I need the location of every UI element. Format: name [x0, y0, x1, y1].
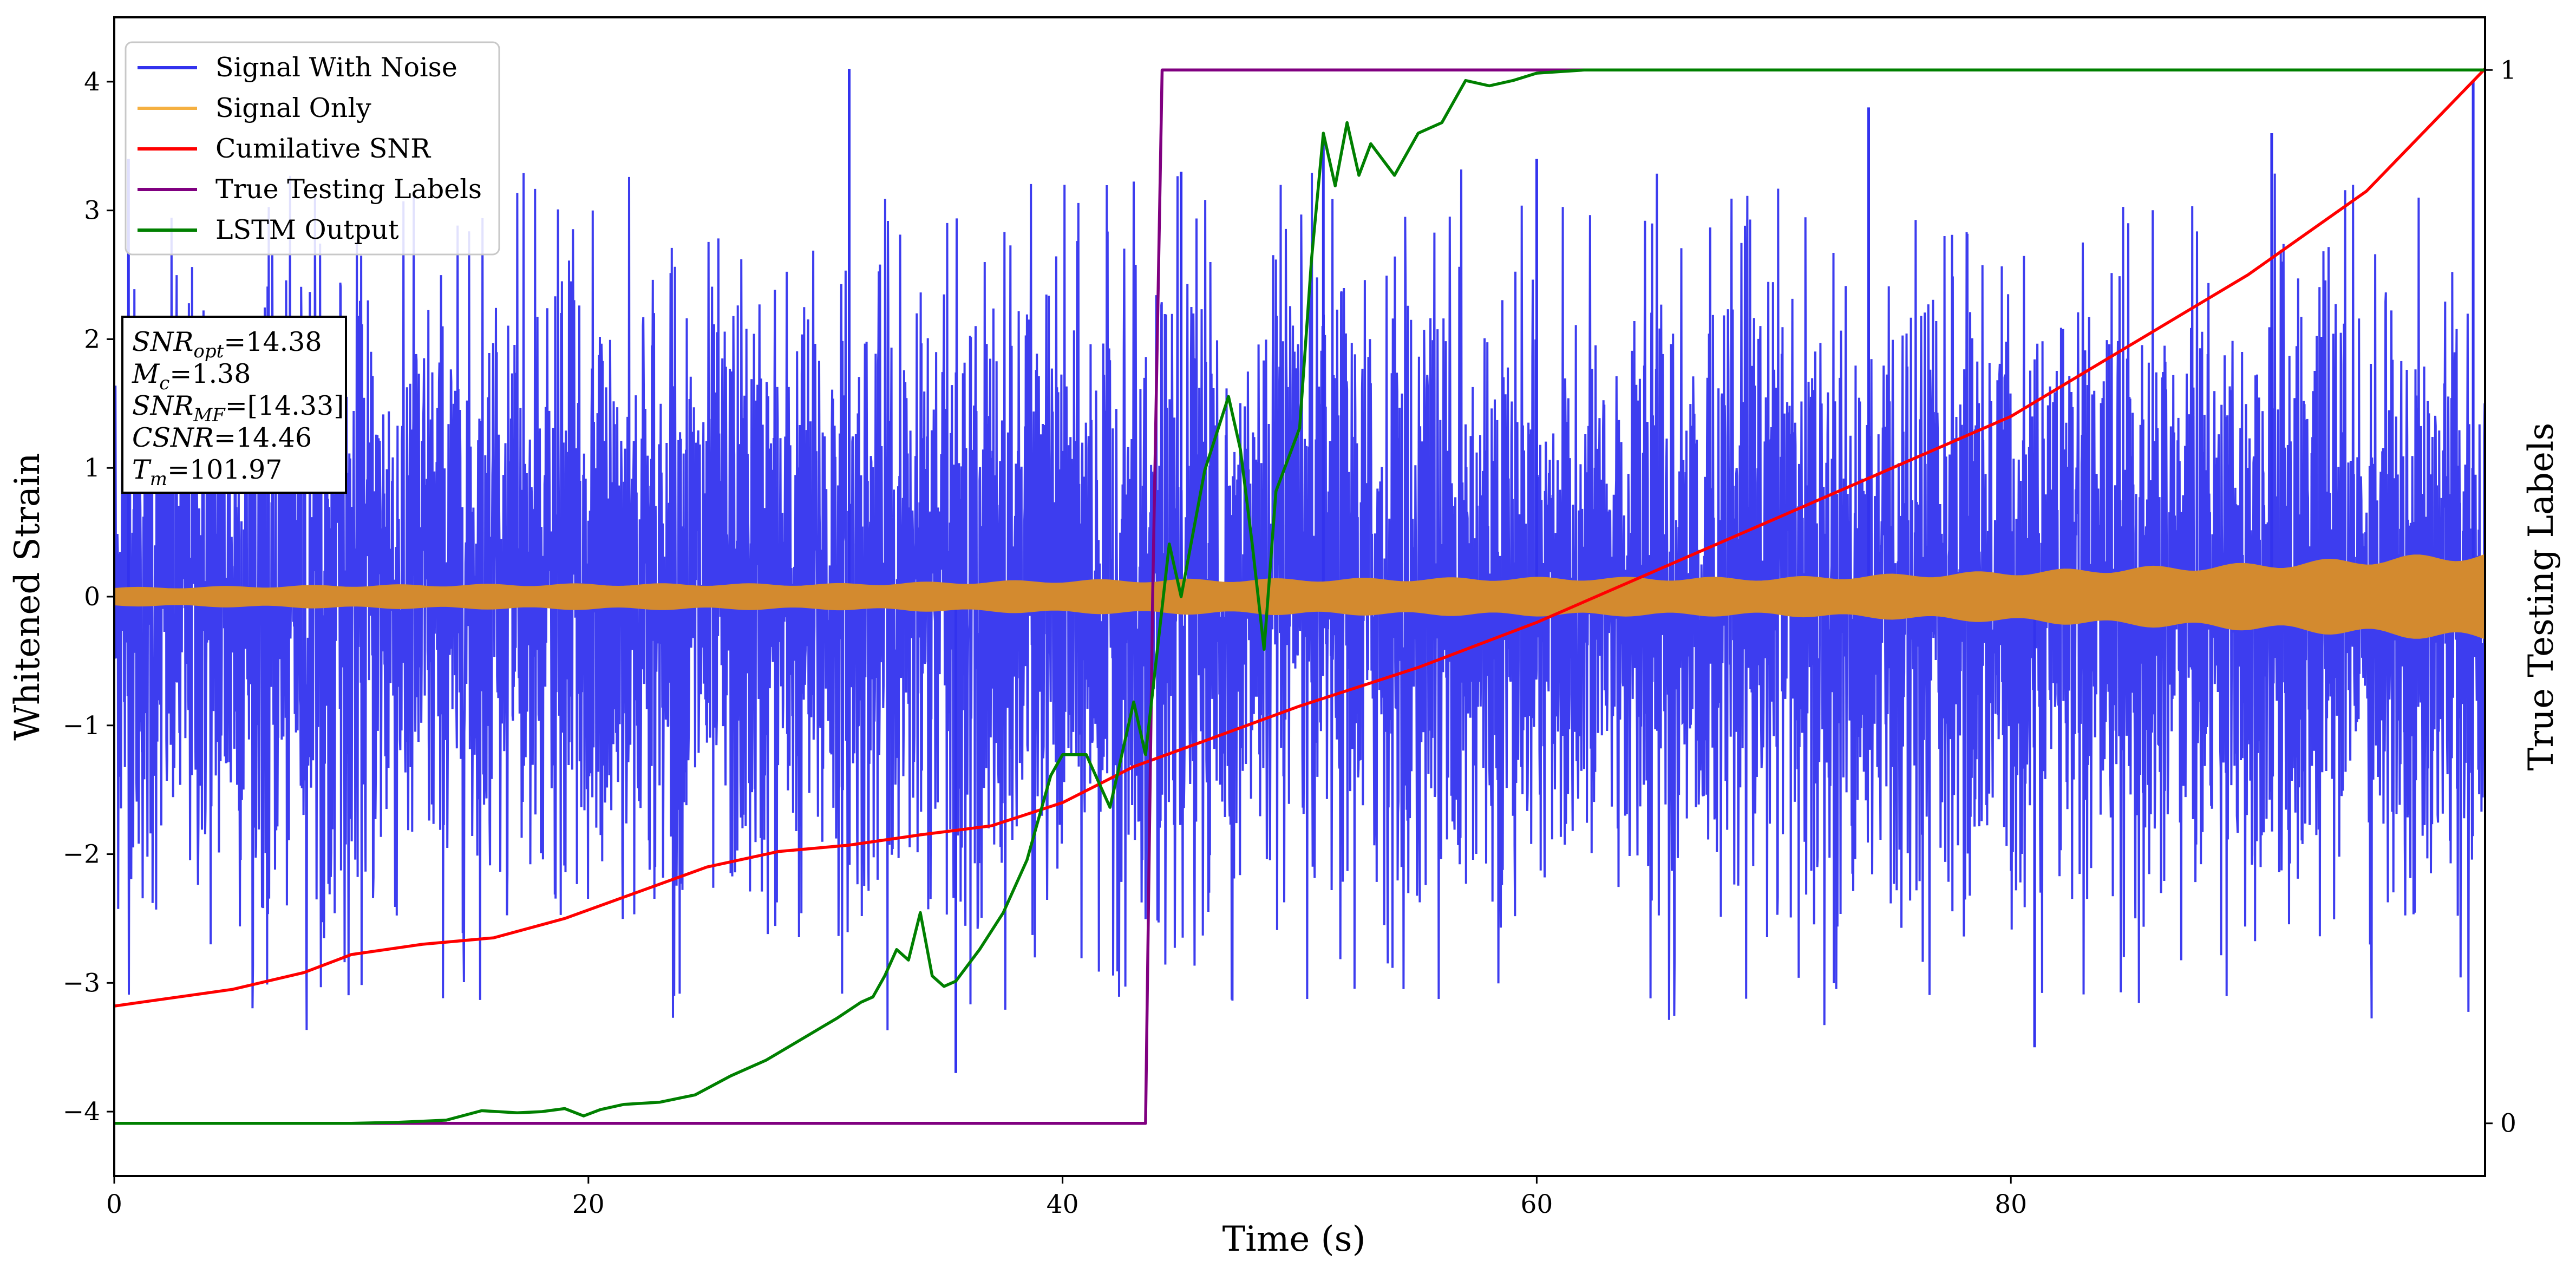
cumilative-snr-line — [114, 68, 2485, 1008]
legend-frame — [125, 41, 500, 256]
info-line: Mc=1.38 — [132, 358, 251, 394]
info-line: CSNR=14.46 — [132, 422, 312, 453]
info-line: SNRMF=[14.33] — [132, 390, 344, 426]
x-tick-label: 80 — [1995, 1190, 2027, 1219]
signal-only-envelope — [114, 554, 2485, 639]
x-axis-title: Time (s) — [1222, 1219, 1366, 1259]
legend-label: Signal With Noise — [215, 52, 457, 83]
info-box-frame — [121, 316, 347, 494]
legend: Signal With Noise Signal Only Cumilative S… — [125, 41, 500, 256]
legend-label: Cumilative SNR — [215, 133, 431, 164]
y-tick-label: 0 — [84, 582, 100, 612]
y-tick-label: −3 — [63, 968, 100, 998]
legend-label: Signal Only — [215, 93, 371, 123]
signal-only-series — [114, 554, 2485, 639]
y2-tick-label: 1 — [2500, 55, 2516, 85]
y2-axis-title: True Testing Labels — [2521, 423, 2561, 771]
x-tick-label: 40 — [1047, 1190, 1079, 1219]
y-axis-title: Whitened Strain — [8, 453, 48, 740]
x-tick-label: 60 — [1520, 1190, 1553, 1219]
x-tick-label: 20 — [572, 1190, 605, 1219]
y2-tick-label: 0 — [2500, 1109, 2516, 1139]
info-line: SNRopt=14.38 — [132, 326, 322, 362]
legend-label: LSTM Output — [215, 214, 399, 245]
y-tick-label: 1 — [84, 453, 100, 483]
y-tick-label: −4 — [63, 1097, 100, 1127]
y-tick-label: 4 — [84, 67, 100, 97]
x-tick-label: 0 — [106, 1190, 122, 1219]
y-tick-label: −1 — [63, 711, 100, 741]
signal-with-noise-line — [114, 169, 2485, 1030]
y-tick-label: 2 — [84, 324, 100, 354]
info-box: SNRopt=14.38Mc=1.38SNRMF=[14.33]CSNR=14.… — [121, 316, 347, 494]
info-line: Tm=101.97 — [132, 454, 282, 490]
y-tick-label: −2 — [63, 840, 100, 870]
y-tick-label: 3 — [84, 196, 100, 226]
legend-label: True Testing Labels — [215, 174, 482, 205]
lstm-output-line — [114, 68, 2485, 1125]
